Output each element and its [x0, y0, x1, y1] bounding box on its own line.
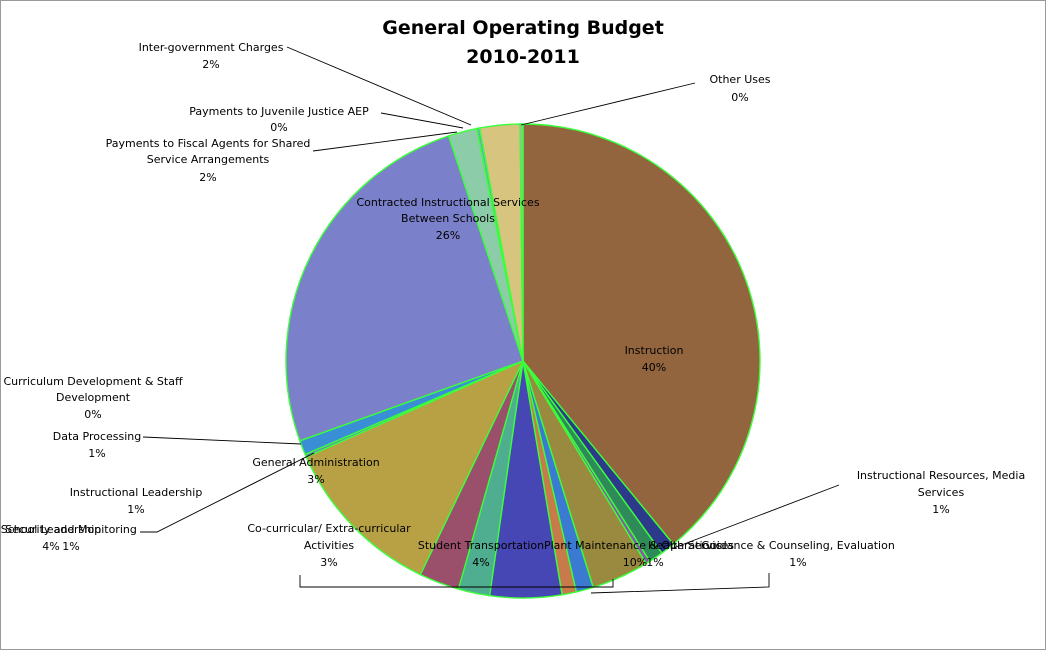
svg-text:Development: Development — [56, 391, 131, 404]
svg-text:Plant Maintenance & Operations: Plant Maintenance & Operations — [544, 539, 722, 552]
leader-bracket-left — [299, 575, 614, 588]
pie-slices — [285, 123, 761, 599]
pie-slice-instruction — [522, 123, 761, 546]
label-fiscal-agents: Payments to Fiscal Agents for Shared Ser… — [106, 137, 311, 184]
label-school-leadership: School Leadership 4% — [1, 523, 101, 553]
svg-text:2%: 2% — [199, 171, 216, 184]
label-intergov: Inter-government Charges 2% — [139, 41, 284, 71]
svg-text:10%: 10% — [623, 556, 647, 569]
svg-text:Data Processing: Data Processing — [53, 430, 142, 443]
label-guidance: Guidance & Counseling, Evaluation 1% — [701, 539, 895, 569]
svg-text:Curriculum Development & Staff: Curriculum Development & Staff — [3, 375, 182, 388]
svg-text:26%: 26% — [436, 229, 460, 242]
label-data-processing: Data Processing 1% — [53, 430, 142, 460]
svg-text:Service Arrangements: Service Arrangements — [147, 153, 270, 166]
svg-text:Health Services: Health Services — [648, 539, 734, 552]
label-plant: Plant Maintenance & Operations 10% — [544, 539, 722, 569]
pie-slice-other-uses — [519, 123, 524, 362]
svg-text:Instructional Leadership: Instructional Leadership — [70, 486, 203, 499]
svg-text:3%: 3% — [307, 473, 324, 486]
leader-intergov — [286, 46, 472, 126]
svg-text:Instructional Resources, Media: Instructional Resources, Media — [857, 469, 1025, 482]
pie-slice-contracted-instructional-services-between-schools — [285, 135, 524, 442]
svg-text:School Leadership: School Leadership — [1, 523, 101, 536]
leader-data-processing — [142, 436, 302, 445]
svg-text:Student Transportation: Student Transportation — [418, 539, 544, 552]
label-transport: Student Transportation 4% — [418, 539, 544, 569]
leader-fiscal-agents — [312, 131, 458, 152]
leader-lines — [140, 46, 840, 594]
svg-text:40%: 40% — [642, 361, 666, 374]
svg-text:2%: 2% — [202, 58, 219, 71]
leader-juvenile — [380, 112, 464, 129]
leader-security — [140, 452, 315, 533]
label-security: Security and Monitoring 1% — [5, 523, 137, 553]
label-juvenile: Payments to Juvenile Justice AEP 0% — [189, 105, 369, 134]
svg-text:Inter-government Charges: Inter-government Charges — [139, 41, 284, 54]
label-health: Health Services 1% — [646, 539, 734, 569]
svg-text:1%: 1% — [62, 540, 79, 553]
label-curriculum: Curriculum Development & Staff Developme… — [3, 375, 182, 421]
label-instruction: Instruction 40% — [625, 344, 684, 374]
svg-text:Activities: Activities — [304, 539, 354, 552]
svg-text:General Administration: General Administration — [252, 456, 379, 469]
svg-text:Security and Monitoring: Security and Monitoring — [5, 523, 137, 536]
svg-text:Payments to Juvenile Justice A: Payments to Juvenile Justice AEP — [189, 105, 369, 118]
label-cocurricular: Co-curricular/ Extra-curricular Activiti… — [247, 522, 411, 569]
leader-other-uses — [520, 82, 696, 126]
label-contracted: Contracted Instructional Services Betwee… — [356, 196, 539, 242]
svg-text:Instruction: Instruction — [625, 344, 684, 357]
svg-text:Between Schools: Between Schools — [401, 212, 495, 225]
label-instructional-leadership: Instructional Leadership 1% — [70, 486, 203, 516]
svg-text:Contracted Instructional Servi: Contracted Instructional Services — [356, 196, 539, 209]
svg-text:Services: Services — [918, 486, 965, 499]
svg-text:1%: 1% — [646, 556, 663, 569]
svg-text:Payments to Fiscal Agents for: Payments to Fiscal Agents for Shared — [106, 137, 311, 150]
svg-text:Co-curricular/ Extra-curricula: Co-curricular/ Extra-curricular — [247, 522, 411, 535]
label-other-uses: Other Uses 0% — [709, 73, 770, 104]
svg-text:3%: 3% — [320, 556, 337, 569]
label-instr-resources: Instructional Resources, Media Services … — [857, 469, 1025, 516]
svg-text:1%: 1% — [789, 556, 806, 569]
chart-title: General Operating Budget — [382, 17, 664, 39]
leader-bracket-right — [590, 573, 770, 594]
leader-instr-resources — [670, 484, 840, 550]
svg-text:4%: 4% — [472, 556, 489, 569]
svg-text:0%: 0% — [270, 121, 287, 134]
svg-text:1%: 1% — [88, 447, 105, 460]
pie-slice-general-administration — [305, 359, 525, 576]
chart-subtitle: 2010-2011 — [466, 46, 580, 68]
svg-text:4%: 4% — [42, 540, 59, 553]
svg-text:Guidance & Counseling, Evaluat: Guidance & Counseling, Evaluation — [701, 539, 895, 552]
svg-text:0%: 0% — [84, 408, 101, 421]
svg-text:0%: 0% — [731, 91, 748, 104]
svg-text:1%: 1% — [127, 503, 144, 516]
label-general-admin: General Administration 3% — [252, 456, 379, 486]
svg-text:1%: 1% — [932, 503, 949, 516]
svg-text:Other Uses: Other Uses — [709, 73, 770, 86]
